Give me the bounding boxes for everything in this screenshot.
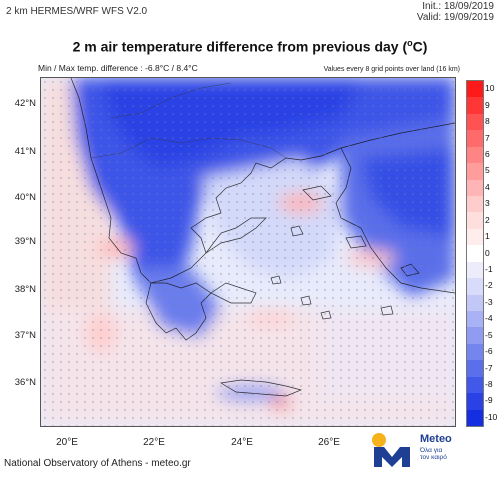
color-scale-label: -7 xyxy=(485,362,493,373)
color-scale-label: 8 xyxy=(485,116,490,127)
color-scale-step xyxy=(467,327,483,345)
color-scale-step xyxy=(467,97,483,115)
color-scale-step xyxy=(467,130,483,148)
m-letter-icon xyxy=(374,447,410,467)
color-scale-label: -1 xyxy=(485,263,493,274)
color-scale-label: 6 xyxy=(485,148,490,159)
color-scale-label: 9 xyxy=(485,99,490,110)
valid-date: Valid: 19/09/2019 xyxy=(416,12,494,23)
logo-name: Meteo xyxy=(420,433,452,445)
map-title-degree: o xyxy=(407,38,413,48)
color-scale-label: 1 xyxy=(485,231,490,242)
logo-tagline: Όλα για τον καιρό xyxy=(420,447,447,461)
grid-points xyxy=(41,78,455,426)
meteo-m-logo-icon xyxy=(372,433,410,467)
color-scale-label: -5 xyxy=(485,329,493,340)
color-scale-label: -8 xyxy=(485,378,493,389)
color-scale-label: 2 xyxy=(485,214,490,225)
map-title-text: 2 m air temperature difference from prev… xyxy=(72,38,408,55)
latitude-label: 36°N xyxy=(14,377,36,388)
color-scale-step xyxy=(467,146,483,164)
model-label: 2 km HERMES/WRF WFS V2.0 xyxy=(6,6,148,17)
color-scale-label: 7 xyxy=(485,132,490,143)
init-date: Init.: 18/09/2019 xyxy=(422,1,494,12)
minmax-text: Min / Max temp. difference : -6.8°C / 8.… xyxy=(38,63,198,73)
latitude-label: 41°N xyxy=(14,146,36,157)
logo-tagline-1: Όλα για xyxy=(420,447,443,454)
latitude-label: 37°N xyxy=(14,330,36,341)
color-scale-step xyxy=(467,212,483,230)
footer-credit: National Observatory of Athens - meteo.g… xyxy=(4,458,191,469)
color-scale-step xyxy=(467,294,483,312)
color-scale-step xyxy=(467,278,483,296)
color-scale-step xyxy=(467,393,483,411)
color-scale-label: -3 xyxy=(485,296,493,307)
longitude-label: 26°E xyxy=(318,437,340,448)
longitude-label: 20°E xyxy=(56,437,78,448)
longitude-label: 24°E xyxy=(231,437,253,448)
color-scale-label: 5 xyxy=(485,165,490,176)
color-scale-label: 0 xyxy=(485,247,490,258)
map-canvas xyxy=(41,78,455,426)
color-scale-label: -9 xyxy=(485,395,493,406)
color-scale-step xyxy=(467,376,483,394)
color-scale-step xyxy=(467,81,483,98)
color-scale-step xyxy=(467,360,483,378)
run-dates: Init.: 18/09/2019 Valid: 19/09/2019 xyxy=(417,1,494,23)
color-scale-label: 4 xyxy=(485,181,490,192)
color-scale-label: -2 xyxy=(485,280,493,291)
meteo-logo[interactable] xyxy=(370,427,500,472)
temperature-map xyxy=(40,77,456,427)
sun-icon xyxy=(372,433,386,447)
color-scale-step xyxy=(467,228,483,246)
grid-note: Values every 8 grid points over land (16… xyxy=(323,66,460,73)
latitude-label: 40°N xyxy=(14,192,36,203)
color-scale-label: 10 xyxy=(485,83,495,94)
color-scale-label: 3 xyxy=(485,198,490,209)
latitude-label: 39°N xyxy=(14,236,36,247)
color-scale-step xyxy=(467,196,483,213)
color-scale-step xyxy=(467,113,483,131)
latitude-label: 38°N xyxy=(14,284,36,295)
longitude-label: 22°E xyxy=(143,437,165,448)
color-scale-step xyxy=(467,163,483,181)
map-title: 2 m air temperature difference from prev… xyxy=(0,38,500,55)
color-scale-step xyxy=(467,245,483,263)
map-title-unit: C) xyxy=(412,38,428,55)
color-scale-step xyxy=(467,261,483,279)
color-scale-step xyxy=(467,311,483,328)
logo-tagline-2: τον καιρό xyxy=(420,454,447,461)
color-scale-step xyxy=(467,179,483,197)
color-scale-label: -4 xyxy=(485,313,493,324)
color-scale-step xyxy=(467,409,483,427)
color-scale-label: -6 xyxy=(485,346,493,357)
latitude-label: 42°N xyxy=(14,98,36,109)
color-scale-bar xyxy=(466,80,484,427)
color-scale-label: -10 xyxy=(485,411,498,422)
color-scale-step xyxy=(467,343,483,361)
